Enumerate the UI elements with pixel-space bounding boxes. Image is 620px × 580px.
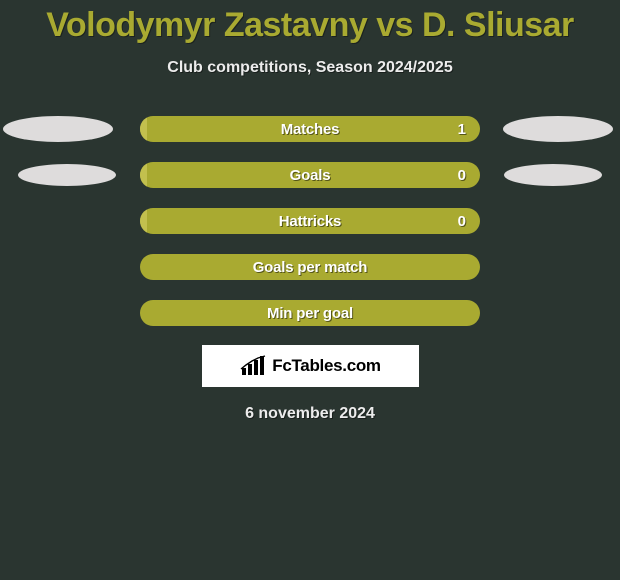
stat-rows: Matches1Goals0Hattricks0Goals per matchM…: [0, 115, 620, 327]
subtitle: Club competitions, Season 2024/2025: [0, 59, 620, 77]
stat-value: 0: [458, 162, 466, 188]
stat-label: Goals: [140, 162, 480, 188]
logo-text: FcTables.com: [272, 356, 381, 376]
logo-box: FcTables.com: [202, 345, 419, 387]
stat-value: 1: [458, 116, 466, 142]
stat-row: Hattricks0: [0, 207, 620, 235]
stat-row: Goals0: [0, 161, 620, 189]
date-text: 6 november 2024: [0, 405, 620, 423]
stat-bar: Matches1: [140, 116, 480, 142]
stat-label: Hattricks: [140, 208, 480, 234]
left-ellipse: [18, 164, 116, 186]
stat-bar: Goals per match: [140, 254, 480, 280]
stat-row: Goals per match: [0, 253, 620, 281]
stat-row: Matches1: [0, 115, 620, 143]
bar-chart-icon: [239, 355, 267, 377]
stat-row: Min per goal: [0, 299, 620, 327]
stat-value: 0: [458, 208, 466, 234]
right-ellipse: [503, 116, 613, 142]
stat-bar: Min per goal: [140, 300, 480, 326]
stat-bar: Goals0: [140, 162, 480, 188]
stat-label: Matches: [140, 116, 480, 142]
left-ellipse: [3, 116, 113, 142]
stat-label: Goals per match: [140, 254, 480, 280]
stat-label: Min per goal: [140, 300, 480, 326]
page-title: Volodymyr Zastavny vs D. Sliusar: [0, 6, 620, 45]
stat-bar: Hattricks0: [140, 208, 480, 234]
right-ellipse: [504, 164, 602, 186]
